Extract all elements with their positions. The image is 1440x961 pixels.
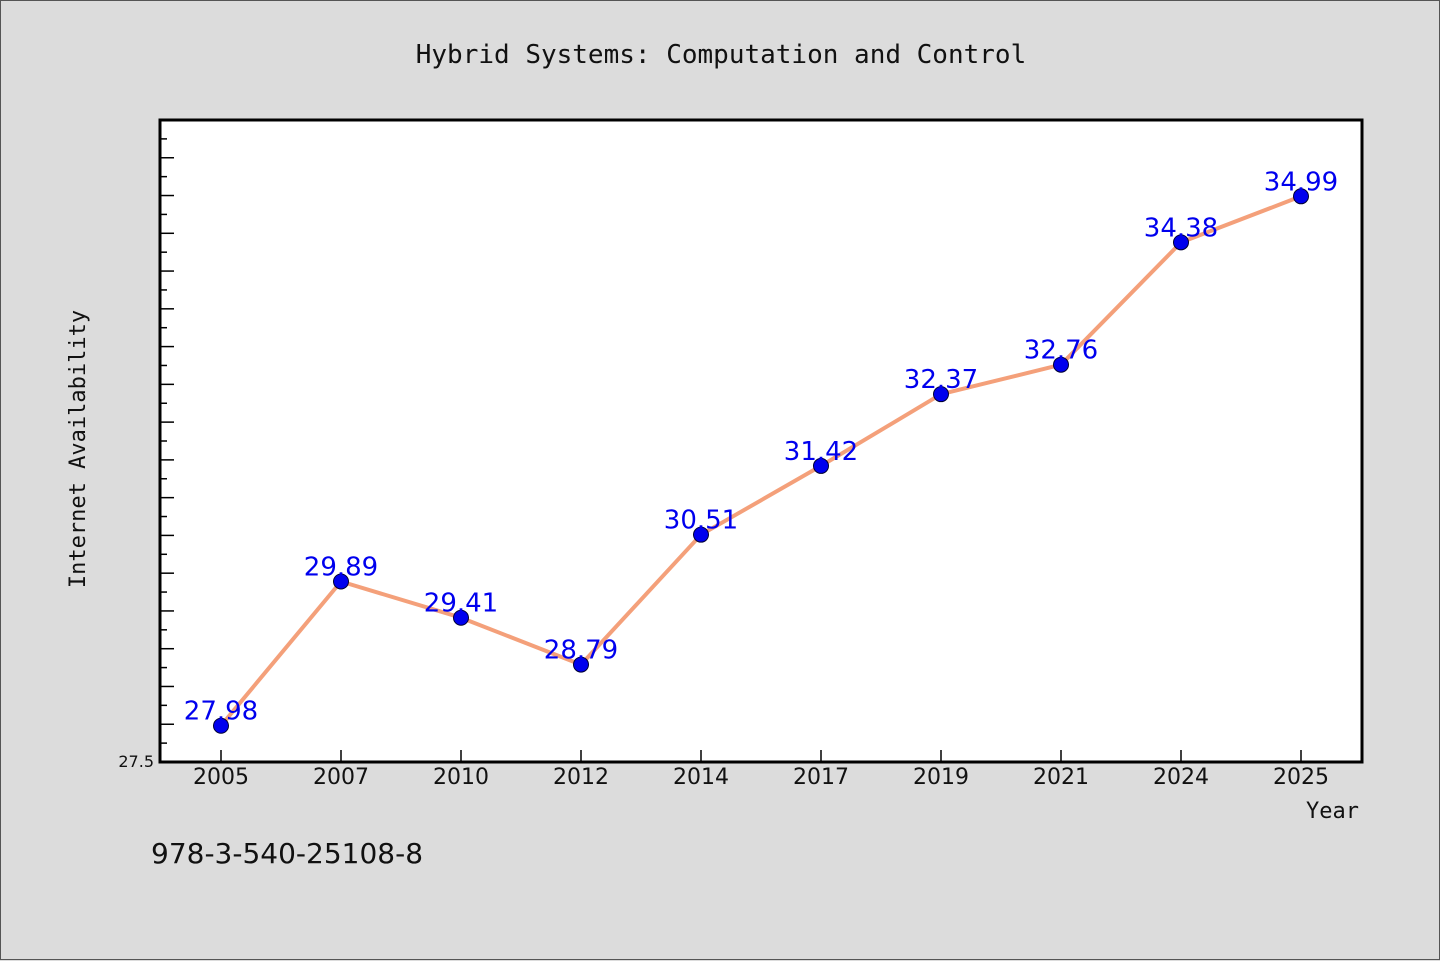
x-tick-label: 2021 xyxy=(1033,765,1089,790)
data-label: 31.42 xyxy=(784,437,858,467)
x-axis-ticks xyxy=(220,750,1302,762)
data-point xyxy=(573,656,589,673)
isbn-text: 978-3-540-25108-8 xyxy=(151,837,423,870)
data-label: 34.99 xyxy=(1264,167,1338,197)
x-axis-label: Year xyxy=(1306,799,1359,824)
data-label: 32.76 xyxy=(1024,336,1098,366)
data-point xyxy=(1053,356,1069,373)
x-tick-label: 2012 xyxy=(553,765,609,790)
data-point xyxy=(453,609,469,626)
x-tick-label: 2014 xyxy=(673,765,729,790)
data-point xyxy=(693,526,709,543)
data-point xyxy=(813,457,829,474)
y-axis-label: Internet Availability xyxy=(66,310,91,588)
y-axis-ticks xyxy=(160,119,174,763)
data-point xyxy=(1293,188,1309,205)
x-tick-label: 2025 xyxy=(1273,765,1329,790)
data-label: 29.41 xyxy=(424,589,498,619)
data-point xyxy=(213,717,229,734)
x-tick-labels: 2005 2007 2010 2012 2014 2017 2019 2021 2024 2025 xyxy=(193,765,1329,790)
data-label: 29.89 xyxy=(304,552,378,582)
x-tick-label: 2007 xyxy=(313,765,369,790)
x-tick-label: 2010 xyxy=(433,765,489,790)
data-points xyxy=(213,188,1309,734)
data-labels: 27.98 29.89 29.41 28.79 30.51 31.42 32.37 32.76… xyxy=(184,167,1338,726)
data-point xyxy=(333,573,349,590)
data-point xyxy=(933,386,949,403)
data-label: 30.51 xyxy=(664,506,738,536)
series-line xyxy=(219,194,1302,727)
x-tick-label: 2005 xyxy=(193,765,249,790)
data-label: 32.37 xyxy=(904,365,978,395)
chart-title: Hybrid Systems: Computation and Control xyxy=(416,40,1026,70)
y-tick-label: 27.5 xyxy=(118,752,154,771)
data-point xyxy=(1173,234,1189,251)
data-label: 27.98 xyxy=(184,697,258,727)
data-label: 28.79 xyxy=(544,636,618,666)
plot-area xyxy=(158,118,1364,764)
x-tick-label: 2024 xyxy=(1153,765,1209,790)
x-tick-label: 2019 xyxy=(913,765,969,790)
data-label: 34.38 xyxy=(1144,213,1218,243)
x-tick-label: 2017 xyxy=(793,765,849,790)
